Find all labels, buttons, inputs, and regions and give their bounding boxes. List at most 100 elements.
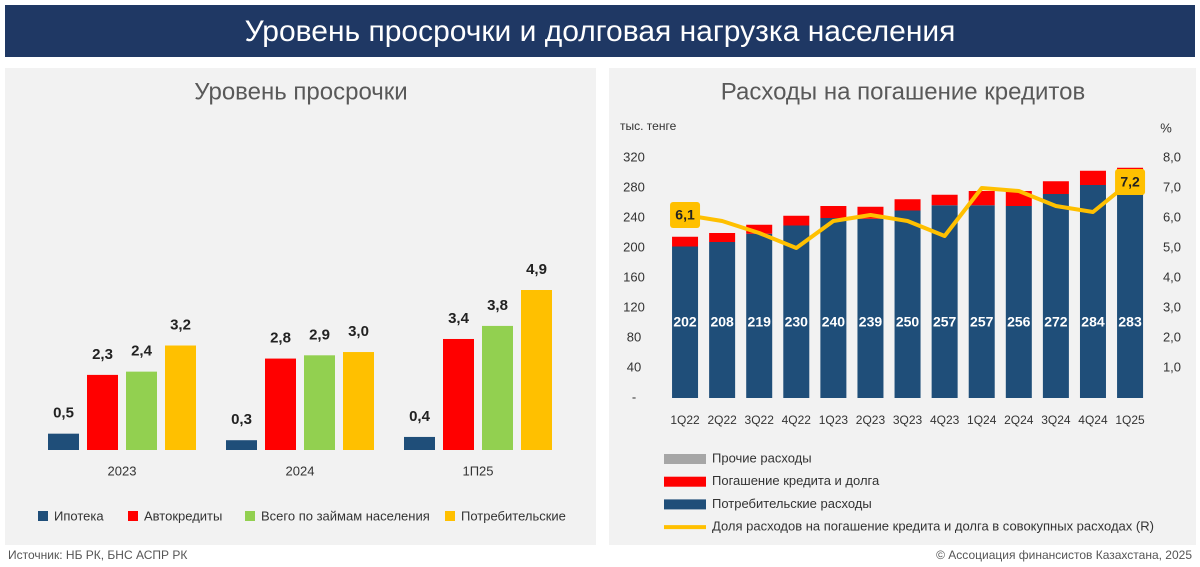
data-label: 2,8	[270, 330, 291, 347]
data-label: 0,3	[231, 411, 252, 428]
bar-segment	[894, 199, 921, 211]
x-tick-label: 3Q23	[893, 413, 923, 427]
x-tick-label: 2024	[286, 463, 315, 478]
legend-label: Потребительские	[461, 508, 566, 523]
y-tick-label: 320	[623, 149, 645, 164]
y2-tick-label: 2,0	[1163, 329, 1181, 344]
chart-title: Уровень просрочки	[194, 78, 407, 105]
bar-segment	[672, 236, 699, 247]
x-tick-label: 3Q24	[1041, 413, 1071, 427]
data-label: 257	[933, 314, 957, 330]
data-label-box	[1115, 169, 1146, 195]
x-tick-label: 1Q24	[967, 413, 997, 427]
data-label: 3,0	[348, 323, 369, 340]
y2-tick-label: 7,0	[1163, 179, 1181, 194]
line	[684, 180, 1132, 250]
y-tick-label: 240	[623, 209, 645, 224]
y2-tick-label: 5,0	[1163, 239, 1181, 254]
data-label: 284	[1081, 314, 1105, 330]
bar	[48, 433, 79, 450]
data-label: 3,2	[170, 316, 191, 333]
x-tick-label: 4Q24	[1078, 413, 1108, 427]
bar	[304, 355, 335, 450]
bar-segment	[1117, 185, 1144, 398]
legend-marker	[445, 511, 455, 521]
data-label: 0,4	[409, 408, 431, 425]
data-label: 230	[785, 314, 809, 330]
legend-marker	[38, 511, 48, 521]
bar	[482, 325, 513, 450]
header-title: Уровень просрочки и долговая нагрузка на…	[245, 15, 956, 48]
y2-tick-label: 4,0	[1163, 269, 1181, 284]
y-tick-label: 120	[623, 299, 645, 314]
bar-segment	[820, 218, 847, 398]
y2-tick-label: 3,0	[1163, 299, 1181, 314]
bar-segment	[1042, 181, 1069, 194]
data-label: 240	[822, 314, 846, 330]
y-tick-label: 160	[623, 269, 645, 284]
data-label-box	[670, 202, 701, 228]
data-label: 257	[970, 314, 994, 330]
y-tick-label: 200	[623, 239, 645, 254]
bar	[165, 345, 196, 450]
x-tick-label: 4Q22	[782, 413, 812, 427]
bar-segment	[1079, 170, 1106, 185]
y2-tick-label: 1,0	[1163, 359, 1181, 374]
x-tick-label: 1Q23	[819, 413, 849, 427]
legend-marker	[245, 511, 255, 521]
legend-marker	[128, 511, 138, 521]
bar-segment	[931, 194, 958, 206]
legend-label: Погашение кредита и долга	[712, 473, 880, 488]
left-panel	[5, 68, 596, 545]
y-tick-label: 280	[623, 179, 645, 194]
header-bar	[5, 5, 1195, 57]
source: Источник: НБ РК, БНС АСПР РК	[8, 548, 187, 562]
y-axis-label: тыс. тенге	[620, 119, 677, 133]
legend-label: Автокредиты	[144, 508, 222, 523]
data-label: 7,2	[1120, 174, 1140, 190]
x-tick-label: 2Q24	[1004, 413, 1034, 427]
legend-label: Прочие расходы	[712, 450, 812, 465]
x-tick-label: 1Q25	[1115, 413, 1145, 427]
x-tick-label: 2Q23	[856, 413, 886, 427]
y-tick-label: 80	[627, 329, 641, 344]
bar-segment	[783, 225, 810, 398]
bar-segment	[1005, 206, 1032, 398]
bar	[521, 290, 552, 450]
legend-label: Доля расходов на погашение кредита и дол…	[712, 519, 1154, 534]
legend-marker	[664, 454, 706, 464]
data-label: 3,4	[448, 310, 470, 327]
y-tick-label: -	[632, 389, 636, 404]
y2-axis-label: %	[1160, 120, 1172, 135]
data-label: 2,4	[131, 343, 153, 360]
data-label: 219	[748, 314, 772, 330]
data-label: 202	[673, 314, 697, 330]
data-label: 3,8	[487, 297, 508, 314]
chart-title: Расходы на погашение кредитов	[721, 78, 1085, 105]
data-label: 208	[710, 314, 734, 330]
y2-tick-label: 6,0	[1163, 209, 1181, 224]
bar	[443, 338, 474, 450]
x-tick-label: 1Q22	[670, 413, 700, 427]
data-label: 250	[896, 314, 920, 330]
bar-segment	[1079, 185, 1106, 398]
bar-segment	[672, 246, 699, 398]
data-label: 283	[1118, 314, 1142, 330]
data-label: 239	[859, 314, 883, 330]
bar	[87, 374, 118, 450]
data-label: 6,1	[675, 207, 695, 223]
legend-marker	[664, 476, 706, 487]
legend-label: Всего по займам населения	[261, 508, 430, 523]
legend-marker	[664, 499, 706, 510]
legend-label: Ипотека	[54, 508, 104, 523]
bar	[343, 352, 374, 450]
bar	[226, 440, 257, 450]
data-label: 2,3	[92, 346, 113, 363]
bar-segment	[820, 206, 847, 218]
bar	[126, 371, 157, 450]
bar-segment	[894, 210, 921, 398]
bar	[265, 358, 296, 450]
x-tick-label: 2023	[108, 463, 137, 478]
data-label: 4,9	[526, 261, 547, 278]
